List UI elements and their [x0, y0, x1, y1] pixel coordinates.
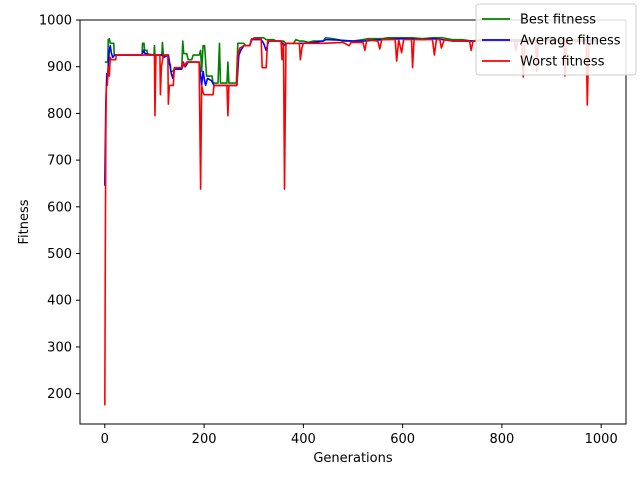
- legend-box: [475, 3, 637, 76]
- x-tick-label: 0: [101, 432, 109, 447]
- legend-label-2: Average fitness: [520, 34, 621, 49]
- y-tick-label: 800: [47, 107, 72, 122]
- x-axis-ticks: 0 200 400 600 800 1000: [101, 424, 618, 447]
- y-tick-label: 600: [47, 200, 72, 215]
- series-line-3: [104, 37, 597, 406]
- legend: Best fitness Average fitness Worst fitness: [475, 3, 637, 76]
- x-tick-label: 800: [489, 432, 514, 447]
- y-tick-label: 1000: [39, 14, 72, 29]
- y-tick-label: 300: [47, 340, 72, 355]
- series-layer: [104, 36, 597, 406]
- y-axis-label: Fitness: [17, 199, 32, 244]
- y-tick-label: 500: [47, 247, 72, 262]
- x-tick-label: 400: [291, 432, 316, 447]
- y-tick-label: 400: [47, 294, 72, 309]
- x-tick-label: 1000: [585, 432, 618, 447]
- x-axis-label: Generations: [313, 451, 393, 466]
- x-tick-label: 600: [390, 432, 415, 447]
- y-tick-label: 900: [47, 60, 72, 75]
- x-tick-label: 200: [192, 432, 217, 447]
- y-tick-label: 700: [47, 154, 72, 169]
- y-axis-ticks: 200 300 400 500 600 700 800 900 1000: [39, 14, 80, 402]
- legend-label-3: Worst fitness: [520, 55, 605, 70]
- y-tick-label: 200: [47, 387, 72, 402]
- legend-label-1: Best fitness: [520, 13, 596, 28]
- plot-frame: [79, 19, 627, 425]
